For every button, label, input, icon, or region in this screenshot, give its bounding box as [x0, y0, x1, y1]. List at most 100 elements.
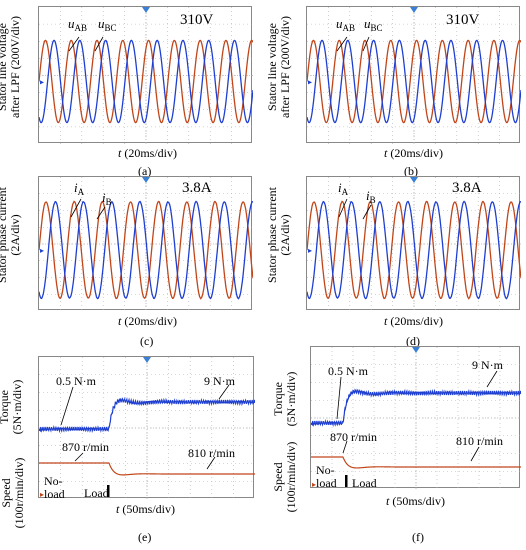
- scope-e-ch2-marker: ▸: [40, 490, 44, 499]
- scope-f-trigger-marker: [412, 347, 420, 353]
- ann-f-noload-1: No-: [316, 463, 335, 477]
- scope-c-arrow-1: [96, 206, 106, 220]
- ylabel-a: Stator line voltage after LPF (200V/div): [0, 2, 26, 132]
- scope-e: ▸ ▸: [38, 356, 255, 499]
- scope-e-ch1-marker: ▸: [40, 425, 44, 434]
- scope-f-arrow-0: [336, 376, 342, 420]
- ann-b-u2: uBC: [364, 16, 383, 33]
- scope-f-torque-series: [311, 388, 521, 428]
- scope-a-arrow-1: [94, 36, 104, 52]
- scope-d-ch-marker: ▸: [308, 246, 312, 255]
- ann-e-torque-end: 9 N·m: [204, 374, 235, 388]
- ann-e-noload-1: No-: [44, 474, 63, 488]
- scope-b-ch-marker: ▸: [308, 78, 312, 87]
- scope-b: ▸: [306, 6, 521, 144]
- caption-d: (d): [406, 334, 420, 348]
- ann-f-torque-end: 9 N·m: [472, 358, 503, 372]
- scope-d: ▸: [306, 176, 521, 311]
- ann-d-i1: iA: [338, 180, 349, 197]
- scope-d-arrow-0: [338, 198, 348, 218]
- ann-f-load: Load: [352, 476, 377, 490]
- scope-c-ch-marker: ▸: [40, 246, 44, 255]
- ann-c-i1: iA: [74, 180, 85, 197]
- ann-c-value: 3.8A: [182, 180, 212, 196]
- ann-a-u2: uBC: [98, 16, 117, 33]
- scope-a-series-blue: [39, 39, 253, 124]
- scope-b-trigger-marker: [410, 7, 418, 13]
- ann-f-speed-start: 870 r/min: [330, 430, 377, 444]
- ann-a-value: 310V: [180, 12, 214, 28]
- caption-f: (f): [412, 530, 424, 544]
- caption-a: (a): [138, 164, 152, 178]
- ylabel-f-speed: Speed (100r/min/div): [271, 432, 302, 522]
- ann-e-load: Load: [84, 486, 109, 500]
- ylabel-f-torque: Torque (5N·m/div): [271, 364, 302, 434]
- ann-e-torque-start: 0.5 N·m: [56, 374, 96, 388]
- ylabel-e-speed: Speed (100r/min/div): [0, 448, 30, 538]
- xlabel-b: t (20ms/div): [384, 146, 444, 160]
- scope-e-plot: ▸▸: [39, 357, 255, 499]
- ann-e-noload: No- load: [44, 475, 65, 501]
- ann-f-noload: No- load: [316, 464, 337, 490]
- ylabel-f-speed-line2: (100r/min/div): [284, 441, 298, 513]
- ylabel-a-line2: after LPF (200V/div): [8, 16, 22, 118]
- scope-c-trigger-marker: [142, 177, 150, 183]
- ann-c-i2: iB: [102, 190, 112, 207]
- scope-e-trigger-marker: [143, 357, 151, 363]
- ylabel-c: Stator phase current (2A/div): [0, 170, 26, 300]
- scope-b-series-blue: [307, 39, 521, 124]
- ylabel-f-torque-line2: (5N·m/div): [284, 371, 298, 427]
- ann-d-value: 3.8A: [452, 180, 482, 196]
- ann-b-u1: uAB: [336, 16, 356, 33]
- ann-f-noload-2: load: [316, 476, 337, 490]
- scope-f-arrow-1: [486, 370, 498, 388]
- scope-e-speed-series: [39, 462, 255, 476]
- scope-d-arrow-1: [362, 204, 372, 220]
- caption-c: (c): [140, 334, 154, 348]
- ann-a-u1: uAB: [68, 16, 88, 33]
- xlabel-f: t (50ms/div): [386, 494, 446, 508]
- scope-e-arrow-2: [74, 452, 84, 462]
- caption-e: (e): [138, 530, 152, 544]
- scope-f-speed-series: [311, 456, 521, 469]
- scope-f: ▸ ▸: [310, 346, 521, 489]
- scope-c-series-red: [39, 200, 253, 300]
- scope-c: ▸: [38, 176, 253, 311]
- ylabel-c-line2: (2A/div): [8, 214, 22, 256]
- ann-b-value: 310V: [446, 12, 480, 28]
- scope-d-trigger-marker: [410, 177, 418, 183]
- scope-f-arrow-3: [470, 446, 480, 462]
- scope-e-arrow-3: [206, 456, 216, 470]
- caption-b: (b): [404, 164, 418, 178]
- scope-b-arrow-1: [362, 36, 370, 52]
- scope-e-arrow-1: [218, 384, 230, 400]
- scope-f-arrow-2: [342, 440, 348, 454]
- ylabel-d: Stator phase current (2A/div): [265, 170, 296, 300]
- ylabel-e-torque: Torque (5N·m/div): [0, 372, 28, 442]
- xlabel-a: t (20ms/div): [118, 146, 178, 160]
- scope-e-arrow-0: [60, 386, 74, 426]
- scope-d-plot: ▸: [307, 177, 521, 311]
- scope-b-plot: ▸: [307, 7, 521, 144]
- scope-d-series-blue: [307, 200, 521, 300]
- scope-c-plot: ▸: [39, 177, 253, 311]
- ann-d-i2: iB: [366, 188, 376, 205]
- scope-e-load-marker: [107, 485, 110, 497]
- scope-a-plot: ▸: [39, 7, 253, 144]
- scope-c-series-blue: [39, 200, 253, 300]
- scope-f-load-marker: [345, 475, 348, 487]
- ylabel-b-line2: after LPF (200V/div): [278, 16, 292, 118]
- xlabel-d: t (20ms/div): [384, 314, 444, 328]
- scope-f-plot: ▸▸: [311, 347, 521, 489]
- scope-c-arrow-0: [70, 198, 82, 218]
- scope-e-torque-series: [39, 396, 255, 434]
- scope-f-ch2-marker: ▸: [312, 480, 316, 489]
- scope-a-trigger-marker: [142, 7, 150, 13]
- xlabel-e: t (50ms/div): [116, 502, 176, 516]
- scope-a-ch-marker: ▸: [40, 78, 44, 87]
- ylabel-d-line2: (2A/div): [278, 214, 292, 256]
- xlabel-c: t (20ms/div): [118, 314, 178, 328]
- ylabel-b: Stator line voltage after LPF (200V/div): [265, 2, 296, 132]
- ann-e-speed-end: 810 r/min: [188, 446, 235, 460]
- scope-d-series-red: [307, 200, 521, 300]
